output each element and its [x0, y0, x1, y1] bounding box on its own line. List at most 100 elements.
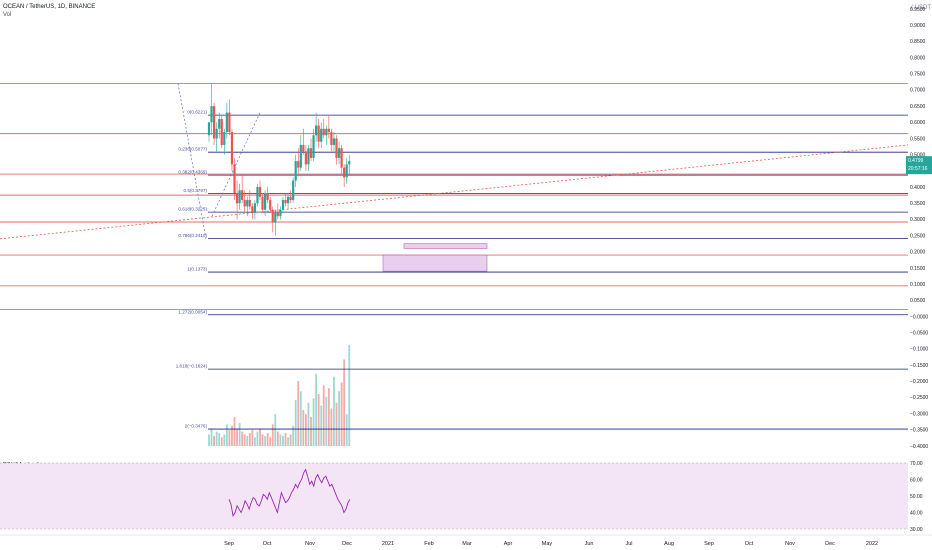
volume-bar: [310, 417, 312, 446]
volume-bar: [208, 434, 210, 446]
price-tick-label: −0.0500: [910, 331, 928, 337]
volume-bar: [279, 434, 282, 446]
price-tick-label: 0.2500: [910, 233, 926, 239]
volume-bar: [274, 414, 277, 446]
current-price-badge: [906, 156, 932, 175]
trend-line: [0, 144, 909, 240]
volume-bar: [236, 428, 238, 446]
candle-body: [345, 164, 348, 178]
fib-level-label: 0.5(0.3797): [184, 188, 208, 193]
volume-bar: [228, 430, 231, 446]
candle-body: [251, 206, 254, 213]
date-tick-label: 2021: [382, 541, 394, 547]
candle-body: [228, 112, 231, 133]
candle-body: [207, 122, 211, 136]
rsi-tick-label: 50.00: [910, 494, 923, 500]
volume-bar: [276, 431, 279, 446]
candle-body: [279, 209, 282, 217]
candle-body: [286, 196, 290, 204]
price-tick-label: 0.8500: [910, 39, 926, 45]
candle-body: [281, 199, 285, 210]
candle-body: [348, 161, 351, 165]
price-tick-label: 0.9500: [910, 7, 926, 13]
price-tick-label: −0.0000: [910, 314, 928, 320]
volume-bar: [307, 402, 310, 446]
candle-body: [256, 187, 259, 204]
candle-body: [258, 187, 262, 197]
date-tick-label: Nov: [305, 541, 315, 547]
candle-body: [238, 190, 241, 204]
price-tick-label: 0.4000: [910, 185, 926, 191]
volume-bar: [261, 434, 264, 446]
volume-bar: [251, 430, 254, 446]
price-tick-label: −0.1000: [910, 347, 928, 353]
candle-body: [213, 106, 216, 139]
rsi-band: [0, 463, 908, 529]
candle-body: [335, 138, 338, 158]
volume-bar: [218, 433, 221, 446]
volume-bar: [292, 425, 295, 446]
fib-level-label: 0.786(0.2410): [178, 233, 207, 238]
price-tick-label: 0.7500: [910, 72, 926, 78]
candle-body: [325, 128, 328, 136]
price-tick-label: 0.8000: [910, 55, 926, 61]
volume-bar: [259, 428, 261, 446]
price-tick-label: 0.1000: [910, 282, 926, 288]
date-tick-label: Oct: [745, 541, 754, 547]
zone-rectangle: [382, 254, 488, 272]
price-tick-label: −0.1500: [910, 363, 928, 369]
candle-body: [243, 199, 246, 207]
date-tick-label: Oct: [263, 541, 272, 547]
candle-body: [320, 128, 323, 142]
volume-bar: [340, 382, 343, 446]
volume-bar: [256, 431, 259, 446]
volume-bar: [305, 414, 307, 446]
fib-level-label: 2(−0.3476): [185, 424, 208, 429]
price-tick-label: 0.7000: [910, 88, 926, 94]
volume-bar: [210, 428, 213, 446]
fib-level-label: 1.272(0.0054): [178, 309, 207, 314]
price-tick-label: 0.6000: [910, 120, 926, 126]
candle-body: [315, 125, 318, 136]
date-tick-label: May: [542, 541, 553, 547]
volume-bar: [289, 434, 292, 446]
volume-bar: [312, 398, 315, 446]
volume-bar: [333, 376, 335, 446]
candle-body: [284, 199, 287, 204]
candle-body: [248, 199, 251, 207]
volume-bar: [338, 391, 340, 446]
price-tick-label: 0.1500: [910, 266, 926, 272]
fib-trend-line: [211, 112, 261, 217]
fib-level-label: 0(0.6221): [187, 110, 207, 115]
price-tick-label: 0.3500: [910, 201, 926, 207]
volume-bar: [233, 417, 236, 446]
candle-body: [276, 212, 279, 217]
zone-rectangle: [403, 243, 488, 249]
volume-bar: [215, 431, 218, 446]
date-tick-label: Nov: [785, 541, 795, 547]
candle-body: [266, 193, 269, 200]
candle-body: [241, 190, 244, 200]
volume-bar: [343, 359, 346, 446]
volume-bar: [269, 437, 272, 446]
candle-body: [235, 193, 239, 204]
date-tick-label: 2022: [866, 541, 878, 547]
volume-bar: [287, 437, 289, 446]
candle-body: [330, 132, 333, 145]
price-tick-label: 0.9000: [910, 23, 926, 29]
volume-bar: [223, 434, 226, 446]
price-tick-label: −0.3500: [910, 428, 928, 434]
rsi-tick-label: 70.00: [910, 461, 923, 467]
volume-bar: [284, 433, 287, 446]
candle-body: [223, 132, 226, 145]
candle-body: [220, 119, 223, 145]
rsi-tick-label: 60.00: [910, 477, 923, 483]
volume-bar: [297, 381, 300, 446]
candle-body: [271, 209, 274, 223]
fib-level-label: 0.382(0.4369): [178, 170, 207, 175]
volume-bar: [266, 433, 269, 446]
candle-body: [340, 148, 343, 168]
price-tick-label: 0.0500: [910, 298, 926, 304]
currency-label[interactable]: ( USDT: [911, 5, 931, 11]
